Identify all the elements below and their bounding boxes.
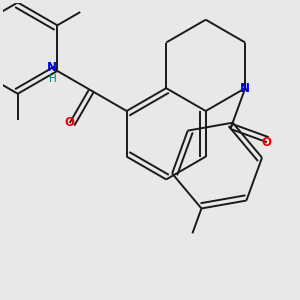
Text: H: H [49, 74, 57, 84]
Text: N: N [240, 82, 250, 95]
Text: N: N [46, 61, 57, 74]
Text: O: O [262, 136, 272, 149]
Text: O: O [65, 116, 75, 129]
